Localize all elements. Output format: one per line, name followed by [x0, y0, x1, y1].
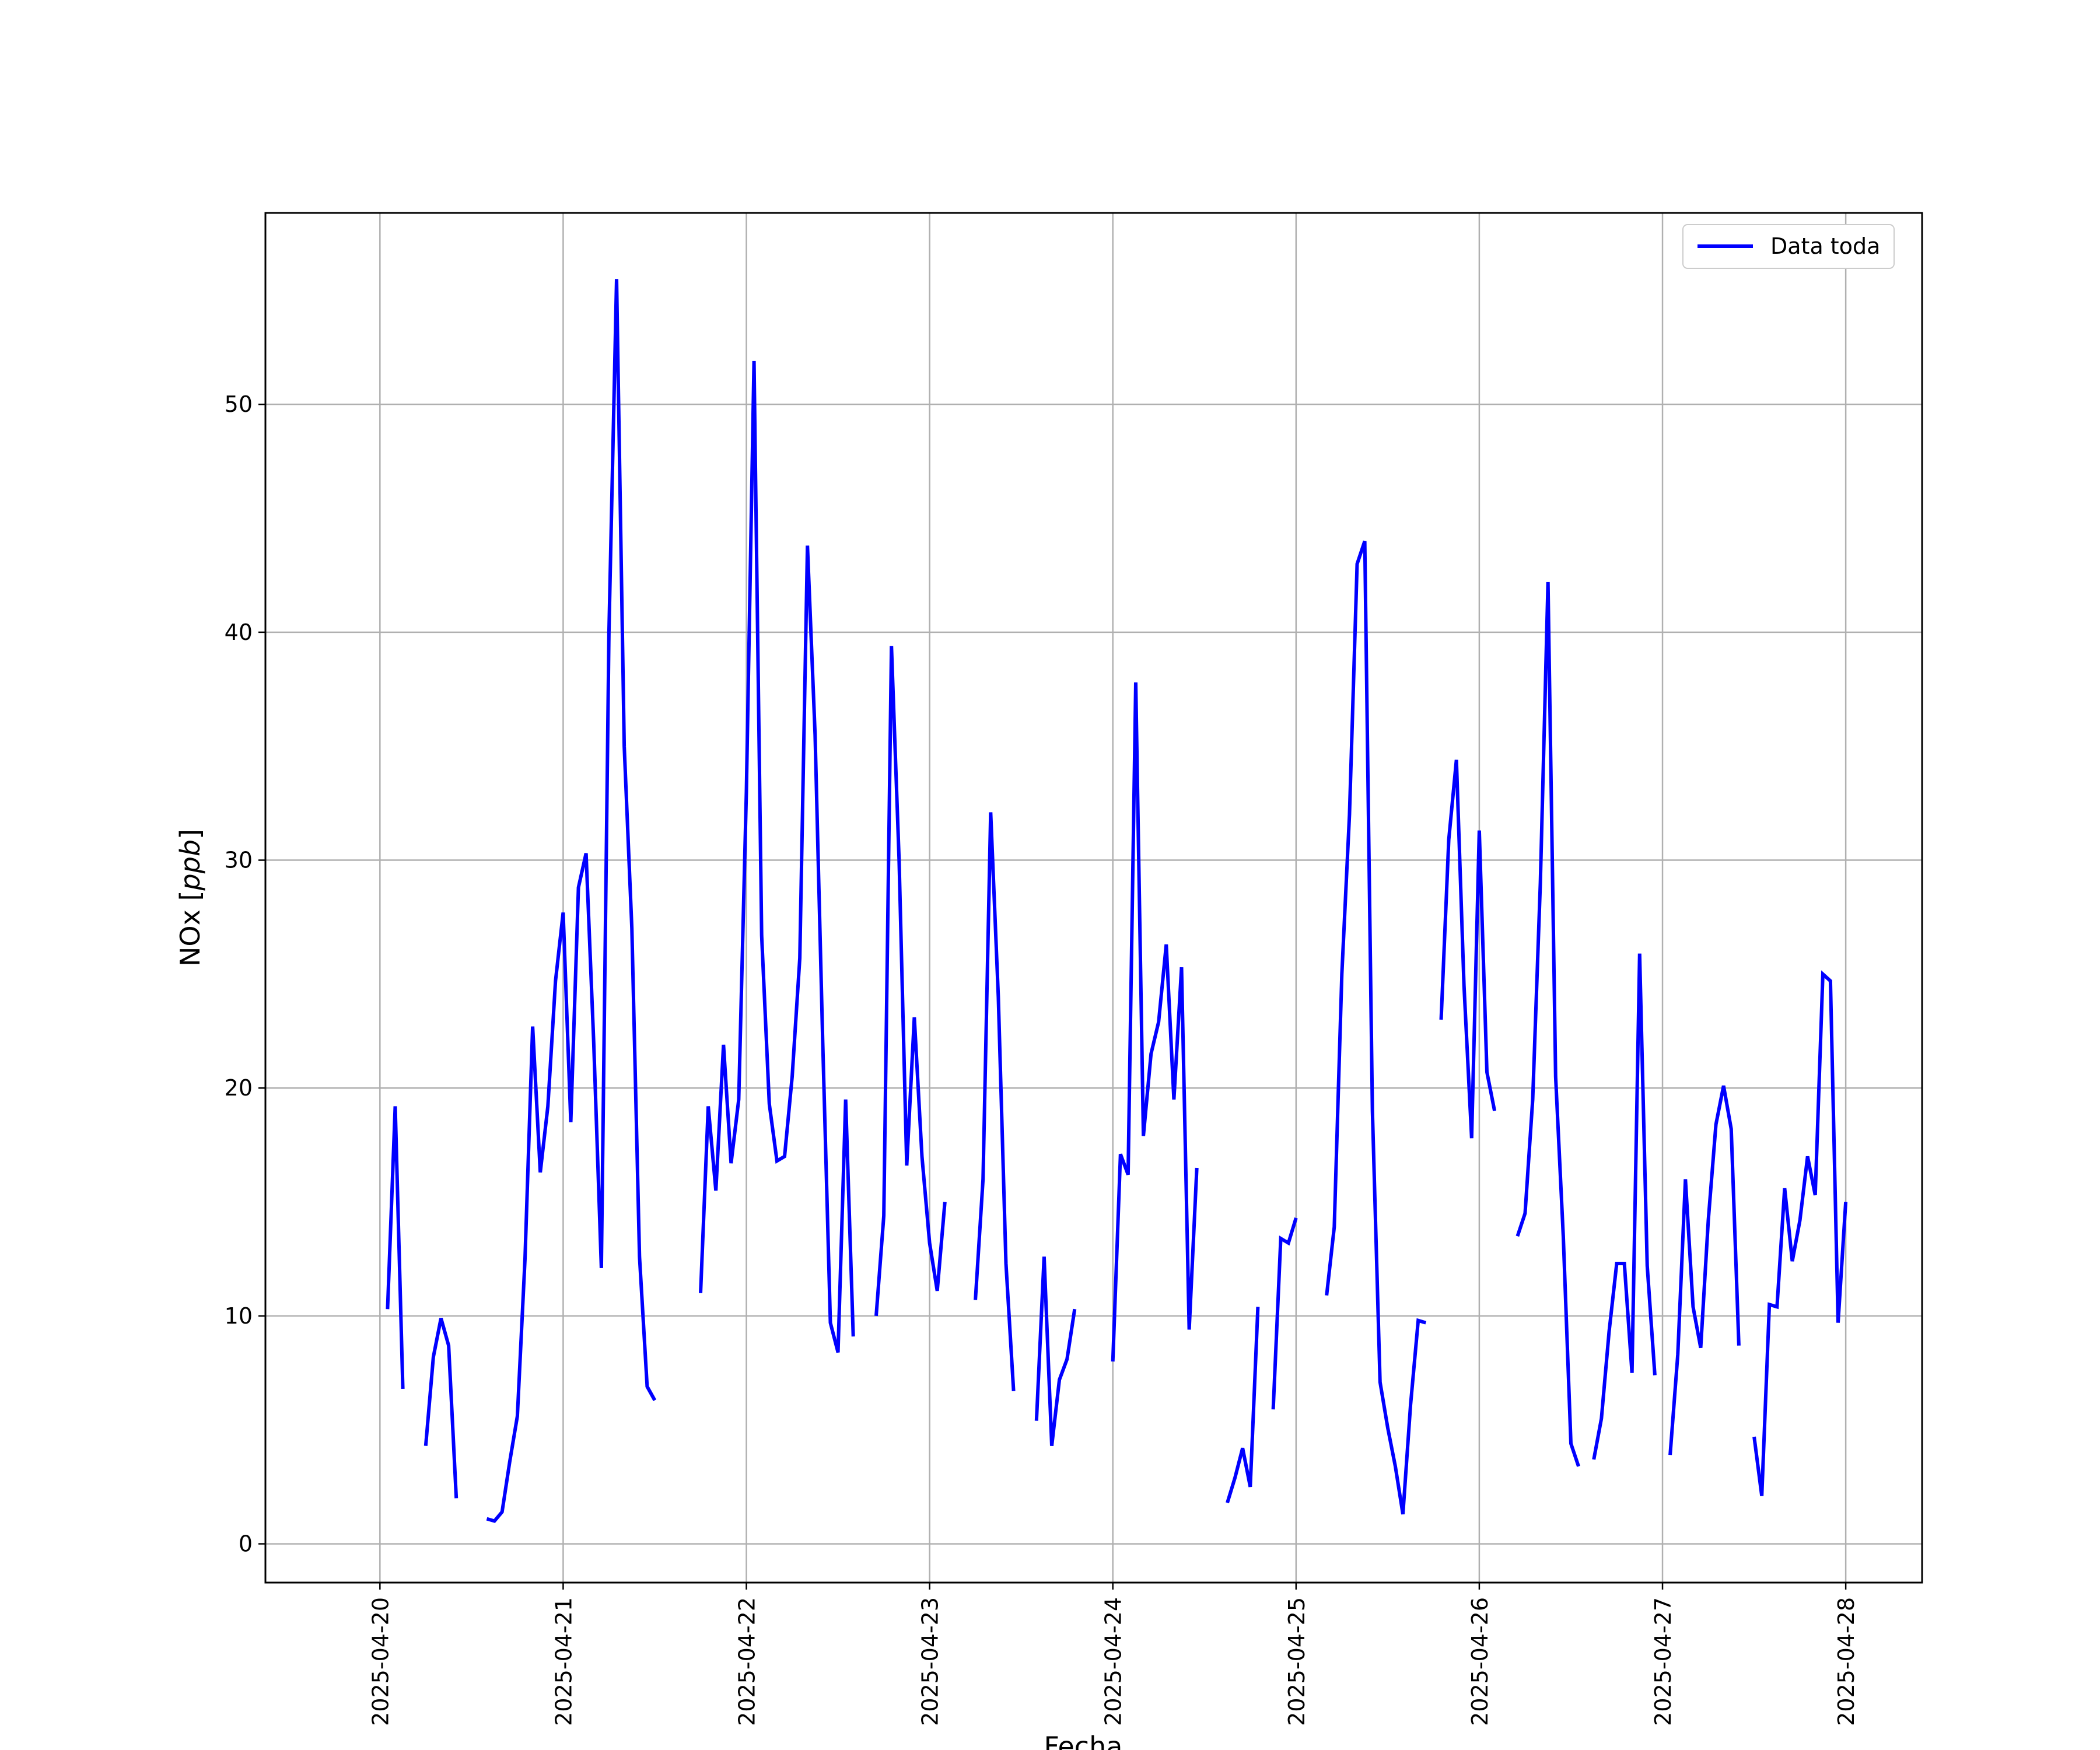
y-axis-ticks: 0 10 20 30 40 50: [225, 391, 265, 1557]
series-line-segment: [874, 646, 947, 1317]
series-line-segment: [1439, 760, 1497, 1139]
series-line-segment: [1516, 582, 1580, 1467]
y-axis-label-unit: ppb: [174, 839, 206, 891]
series-line-segment: [699, 360, 855, 1353]
y-tick-label: 20: [225, 1075, 253, 1101]
x-axis-ticks: 2025-04-20 2025-04-21 2025-04-22 2025-04-23…: [368, 1583, 1859, 1726]
x-tick-label: 2025-04-28: [1833, 1597, 1859, 1726]
x-tick-label: 2025-04-27: [1650, 1597, 1676, 1726]
y-tick-label: 30: [225, 848, 253, 873]
series-line-segment: [386, 1106, 405, 1389]
series-line-segment: [424, 1317, 459, 1499]
y-tick-label: 10: [225, 1303, 253, 1329]
x-axis-label: Fecha: [1044, 1731, 1123, 1750]
y-tick-label: 50: [225, 391, 253, 417]
series-line-segment: [1668, 1085, 1741, 1455]
y-tick-label: 0: [239, 1531, 253, 1557]
series-line-segment: [1592, 953, 1657, 1460]
x-tick-label: 2025-04-24: [1101, 1597, 1126, 1726]
series-line-segment: [1226, 1307, 1260, 1504]
legend-label: Data toda: [1770, 233, 1880, 259]
series-line-segment: [1752, 970, 1848, 1496]
legend: Data toda: [1682, 224, 1895, 269]
series-line-segment: [1034, 1256, 1077, 1446]
y-axis-label-suffix: ]: [174, 829, 206, 839]
series-lines: [386, 279, 1848, 1523]
series-line-segment: [1271, 1217, 1298, 1410]
plot-frame: [264, 212, 1923, 1584]
series-line-segment: [1325, 540, 1427, 1515]
y-tick-label: 40: [225, 620, 253, 645]
series-line-segment: [1111, 682, 1199, 1362]
x-tick-label: 2025-04-25: [1284, 1597, 1310, 1726]
grid-lines: [265, 213, 1922, 1583]
series-line-segment: [974, 812, 1016, 1391]
x-tick-label: 2025-04-21: [551, 1597, 576, 1726]
x-tick-label: 2025-04-26: [1467, 1597, 1493, 1726]
series-line-segment: [486, 279, 657, 1523]
x-tick-label: 2025-04-23: [918, 1597, 943, 1726]
y-axis-label: NOx [ppb]: [174, 829, 206, 967]
x-tick-label: 2025-04-20: [368, 1597, 393, 1726]
legend-box: [1682, 224, 1895, 269]
x-tick-label: 2025-04-22: [734, 1597, 760, 1726]
y-axis-label-prefix: NOx [: [174, 891, 206, 967]
